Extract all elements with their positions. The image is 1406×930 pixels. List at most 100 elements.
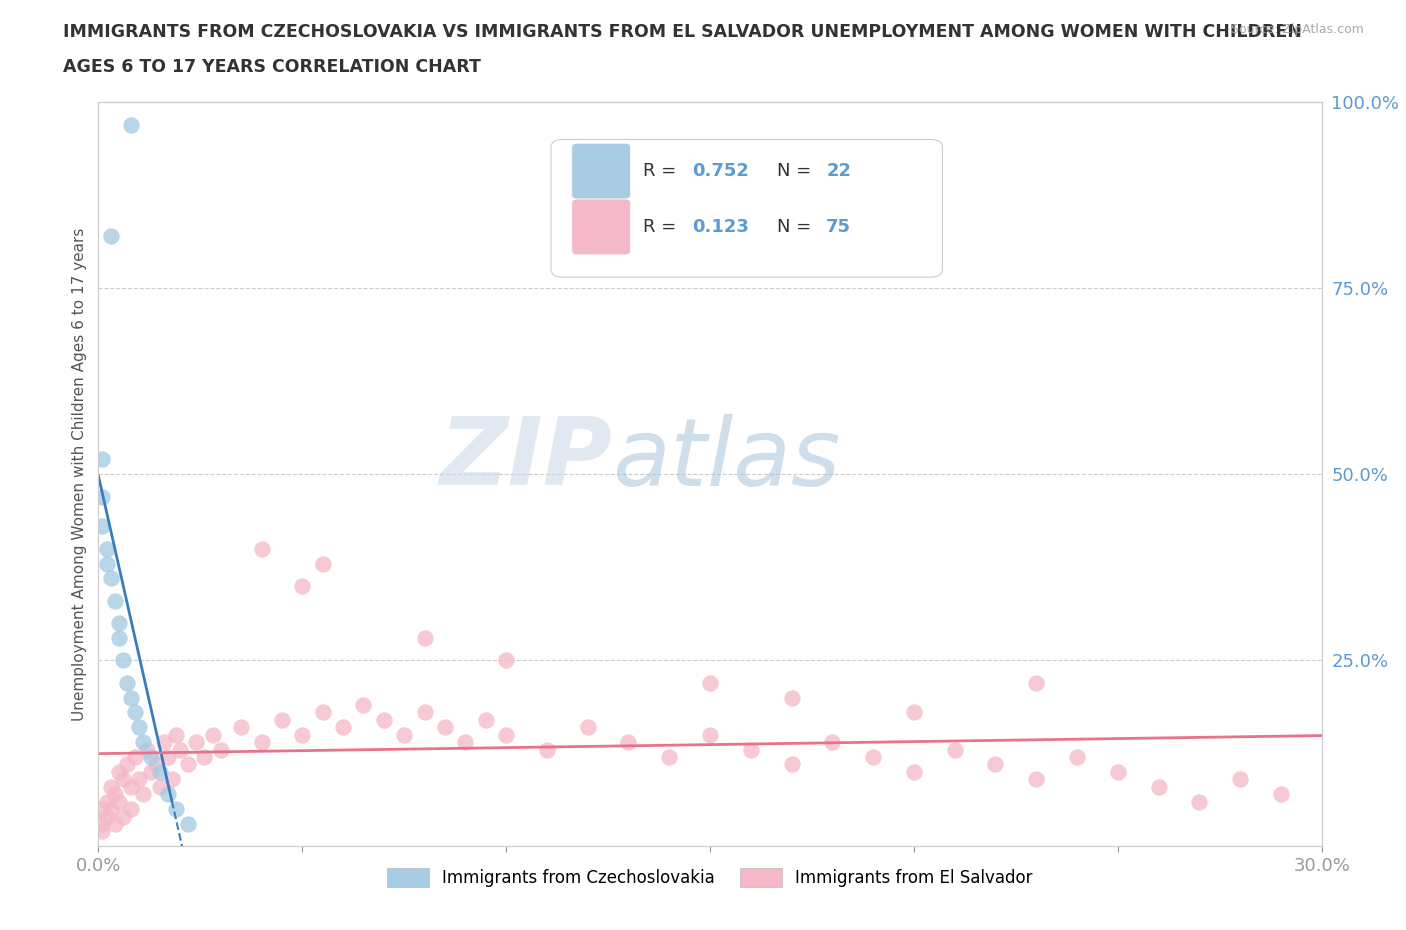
Point — [617, 735, 640, 750]
Point — [1270, 787, 1292, 802]
Point — [104, 787, 127, 802]
Point — [821, 735, 844, 750]
Point — [108, 794, 131, 809]
Point — [128, 772, 150, 787]
Point — [149, 764, 172, 779]
Point — [100, 802, 122, 817]
Point — [352, 698, 374, 712]
Point — [152, 735, 174, 750]
Point — [250, 735, 273, 750]
Text: 0.123: 0.123 — [692, 218, 748, 235]
Point — [108, 631, 131, 645]
Point — [1066, 750, 1088, 764]
Point — [193, 750, 215, 764]
Point — [536, 742, 558, 757]
Point — [104, 817, 127, 831]
Point — [96, 809, 118, 824]
Text: atlas: atlas — [612, 414, 841, 505]
Point — [699, 727, 721, 742]
Point — [177, 817, 200, 831]
Point — [780, 690, 803, 705]
Point — [1147, 779, 1170, 794]
Point — [186, 735, 208, 750]
Point — [312, 556, 335, 571]
FancyBboxPatch shape — [572, 199, 630, 255]
Text: Source: ZipAtlas.com: Source: ZipAtlas.com — [1230, 23, 1364, 36]
Text: ZIP: ZIP — [439, 414, 612, 505]
Point — [291, 727, 314, 742]
Point — [165, 727, 187, 742]
FancyBboxPatch shape — [572, 143, 630, 199]
Point — [120, 779, 142, 794]
Point — [862, 750, 884, 764]
FancyBboxPatch shape — [551, 140, 942, 277]
Point — [699, 675, 721, 690]
Point — [111, 653, 134, 668]
Point — [1025, 675, 1047, 690]
Point — [201, 727, 224, 742]
Point — [1229, 772, 1251, 787]
Point — [100, 779, 122, 794]
Point — [1188, 794, 1211, 809]
Point — [100, 571, 122, 586]
Point — [270, 712, 294, 727]
Point — [111, 772, 134, 787]
Point — [413, 705, 436, 720]
Point — [91, 817, 114, 831]
Point — [780, 757, 803, 772]
Point — [156, 750, 179, 764]
Point — [115, 757, 138, 772]
Point — [1107, 764, 1129, 779]
Point — [149, 779, 172, 794]
Point — [392, 727, 416, 742]
Point — [108, 616, 131, 631]
Point — [903, 764, 925, 779]
Point — [120, 690, 142, 705]
Point — [124, 750, 146, 764]
Point — [740, 742, 762, 757]
Point — [104, 593, 127, 608]
Point — [160, 772, 183, 787]
Text: IMMIGRANTS FROM CZECHOSLOVAKIA VS IMMIGRANTS FROM EL SALVADOR UNEMPLOYMENT AMONG: IMMIGRANTS FROM CZECHOSLOVAKIA VS IMMIGR… — [63, 23, 1302, 41]
Point — [96, 556, 118, 571]
Point — [136, 742, 159, 757]
Point — [413, 631, 436, 645]
Point — [209, 742, 232, 757]
Point — [250, 541, 273, 556]
Text: R =: R = — [643, 162, 682, 179]
Point — [91, 824, 114, 839]
Point — [141, 764, 163, 779]
Point — [156, 787, 179, 802]
Point — [943, 742, 966, 757]
Point — [658, 750, 681, 764]
Point — [128, 720, 150, 735]
Point — [132, 735, 155, 750]
Point — [434, 720, 457, 735]
Point — [231, 720, 253, 735]
Point — [100, 229, 122, 244]
Point — [165, 802, 187, 817]
Point — [373, 712, 395, 727]
Point — [132, 787, 155, 802]
Point — [332, 720, 354, 735]
Text: R =: R = — [643, 218, 682, 235]
Text: 75: 75 — [827, 218, 851, 235]
Point — [454, 735, 477, 750]
Point — [124, 705, 146, 720]
Point — [984, 757, 1007, 772]
Text: N =: N = — [778, 162, 817, 179]
Point — [474, 712, 498, 727]
Point — [576, 720, 599, 735]
Point — [312, 705, 335, 720]
Point — [96, 794, 118, 809]
Text: 0.752: 0.752 — [692, 162, 748, 179]
Point — [120, 802, 142, 817]
Point — [141, 750, 163, 764]
Point — [145, 757, 167, 772]
Point — [91, 489, 114, 504]
Point — [120, 117, 142, 132]
Text: 22: 22 — [827, 162, 851, 179]
Point — [291, 578, 314, 593]
Point — [1025, 772, 1047, 787]
Point — [177, 757, 200, 772]
